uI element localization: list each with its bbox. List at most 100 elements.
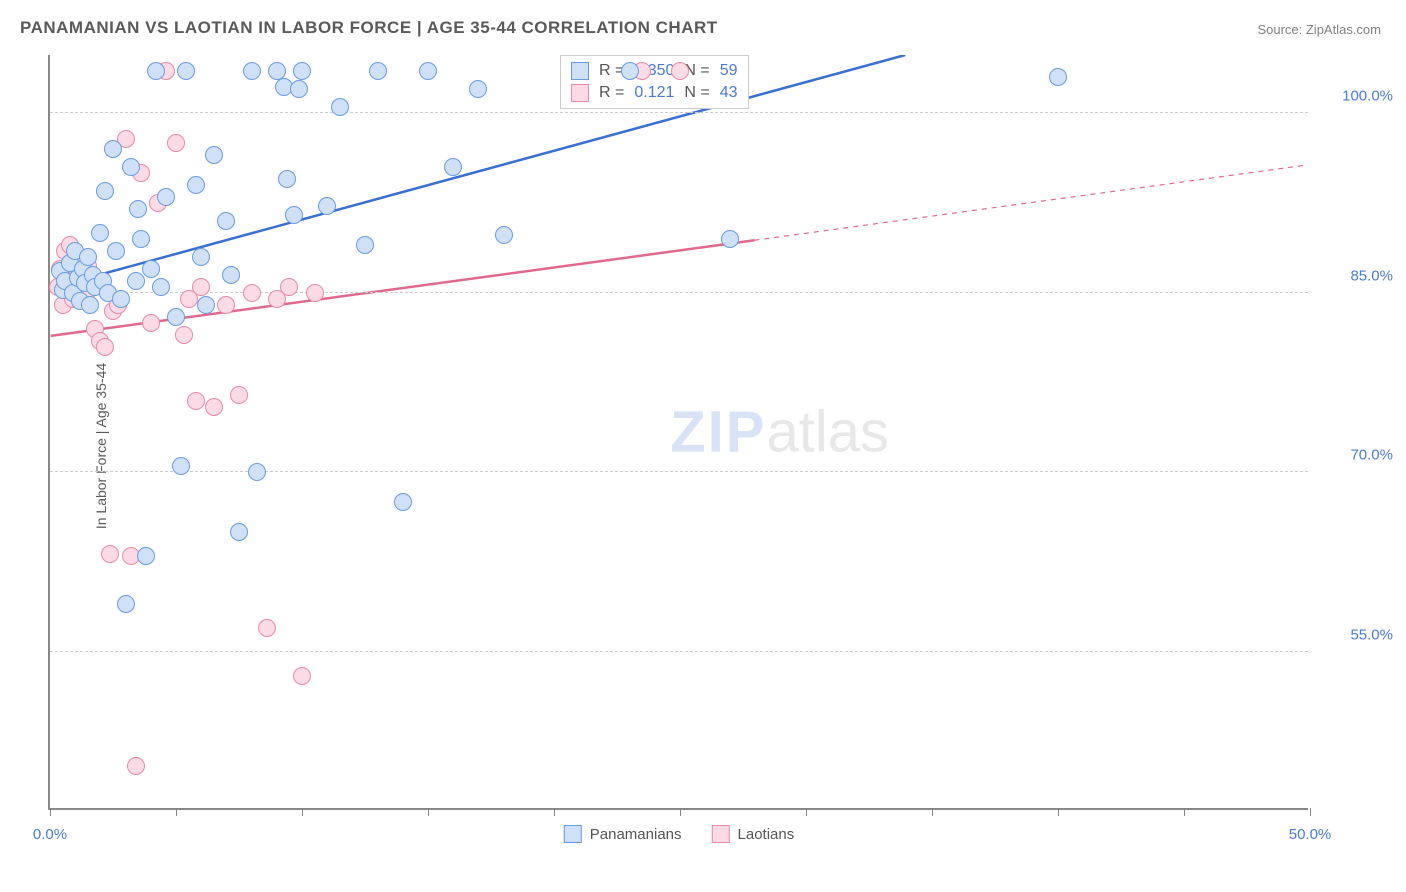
scatter-point — [192, 278, 210, 296]
trend-lines-layer — [50, 55, 1308, 808]
scatter-point — [197, 296, 215, 314]
source-name: ZipAtlas.com — [1306, 22, 1381, 37]
scatter-point — [1049, 68, 1067, 86]
plot-area: ZIPatlas R = 0.350 N = 59 R = 0.121 N = … — [48, 55, 1308, 810]
x-tick — [428, 808, 429, 816]
n-value-panamanians: 59 — [720, 62, 738, 80]
scatter-point — [187, 392, 205, 410]
scatter-point — [167, 134, 185, 152]
scatter-point — [290, 80, 308, 98]
scatter-point — [621, 62, 639, 80]
scatter-point — [127, 272, 145, 290]
trend-line — [754, 165, 1307, 240]
scatter-point — [177, 62, 195, 80]
x-tick — [1310, 808, 1311, 816]
x-tick — [1184, 808, 1185, 816]
scatter-point — [222, 266, 240, 284]
scatter-point — [107, 242, 125, 260]
gridline-h — [50, 651, 1308, 652]
stats-row-panamanians: R = 0.350 N = 59 — [571, 60, 738, 82]
scatter-point — [96, 338, 114, 356]
gridline-h — [50, 471, 1308, 472]
scatter-point — [142, 260, 160, 278]
scatter-point — [230, 386, 248, 404]
scatter-point — [248, 463, 266, 481]
scatter-point — [243, 62, 261, 80]
x-tick — [1058, 808, 1059, 816]
chart-container: PANAMANIAN VS LAOTIAN IN LABOR FORCE | A… — [0, 0, 1406, 892]
n-value-laotians: 43 — [720, 84, 738, 102]
watermark-atlas: atlas — [766, 399, 889, 464]
scatter-point — [356, 236, 374, 254]
x-tick-label: 50.0% — [1289, 826, 1332, 843]
watermark-zip: ZIP — [670, 399, 766, 464]
scatter-point — [278, 170, 296, 188]
legend-item-laotians: Laotians — [712, 825, 795, 843]
scatter-point — [192, 248, 210, 266]
scatter-point — [157, 188, 175, 206]
stats-legend-box: R = 0.350 N = 59 R = 0.121 N = 43 — [560, 55, 749, 109]
scatter-point — [117, 595, 135, 613]
gridline-h — [50, 112, 1308, 113]
x-tick-label: 0.0% — [33, 826, 67, 843]
scatter-point — [129, 200, 147, 218]
scatter-point — [132, 230, 150, 248]
scatter-point — [331, 98, 349, 116]
x-tick — [554, 808, 555, 816]
legend-label-panamanians: Panamanians — [590, 826, 682, 843]
r-label: R = — [599, 84, 624, 102]
scatter-point — [306, 284, 324, 302]
scatter-point — [293, 62, 311, 80]
scatter-point — [112, 290, 130, 308]
scatter-point — [444, 158, 462, 176]
scatter-point — [91, 224, 109, 242]
scatter-point — [205, 146, 223, 164]
legend-label-laotians: Laotians — [738, 826, 795, 843]
scatter-point — [469, 80, 487, 98]
source-label: Source: — [1257, 22, 1305, 37]
scatter-point — [671, 62, 689, 80]
x-tick — [806, 808, 807, 816]
scatter-point — [205, 398, 223, 416]
scatter-point — [152, 278, 170, 296]
scatter-point — [122, 158, 140, 176]
series-legend: Panamanians Laotians — [564, 825, 794, 843]
scatter-point — [79, 248, 97, 266]
scatter-point — [243, 284, 261, 302]
stats-row-laotians: R = 0.121 N = 43 — [571, 82, 738, 104]
scatter-point — [175, 326, 193, 344]
legend-item-panamanians: Panamanians — [564, 825, 682, 843]
x-tick — [680, 808, 681, 816]
y-tick-label: 70.0% — [1350, 447, 1393, 464]
scatter-point — [721, 230, 739, 248]
swatch-laotians-bottom — [712, 825, 730, 843]
scatter-point — [104, 140, 122, 158]
scatter-point — [142, 314, 160, 332]
scatter-point — [293, 667, 311, 685]
scatter-point — [419, 62, 437, 80]
swatch-panamanians — [571, 62, 589, 80]
swatch-laotians — [571, 84, 589, 102]
scatter-point — [187, 176, 205, 194]
scatter-point — [217, 212, 235, 230]
x-tick — [932, 808, 933, 816]
gridline-h — [50, 292, 1308, 293]
n-label: N = — [684, 84, 709, 102]
scatter-point — [167, 308, 185, 326]
scatter-point — [127, 757, 145, 775]
scatter-point — [101, 545, 119, 563]
scatter-point — [285, 206, 303, 224]
scatter-point — [394, 493, 412, 511]
r-value-laotians: 0.121 — [634, 84, 674, 102]
y-tick-label: 100.0% — [1342, 87, 1393, 104]
chart-title: PANAMANIAN VS LAOTIAN IN LABOR FORCE | A… — [20, 18, 718, 38]
y-tick-label: 55.0% — [1350, 627, 1393, 644]
scatter-point — [172, 457, 190, 475]
x-tick — [50, 808, 51, 816]
y-tick-label: 85.0% — [1350, 267, 1393, 284]
swatch-panamanians-bottom — [564, 825, 582, 843]
scatter-point — [258, 619, 276, 637]
watermark: ZIPatlas — [670, 398, 889, 465]
scatter-point — [230, 523, 248, 541]
x-tick — [302, 808, 303, 816]
